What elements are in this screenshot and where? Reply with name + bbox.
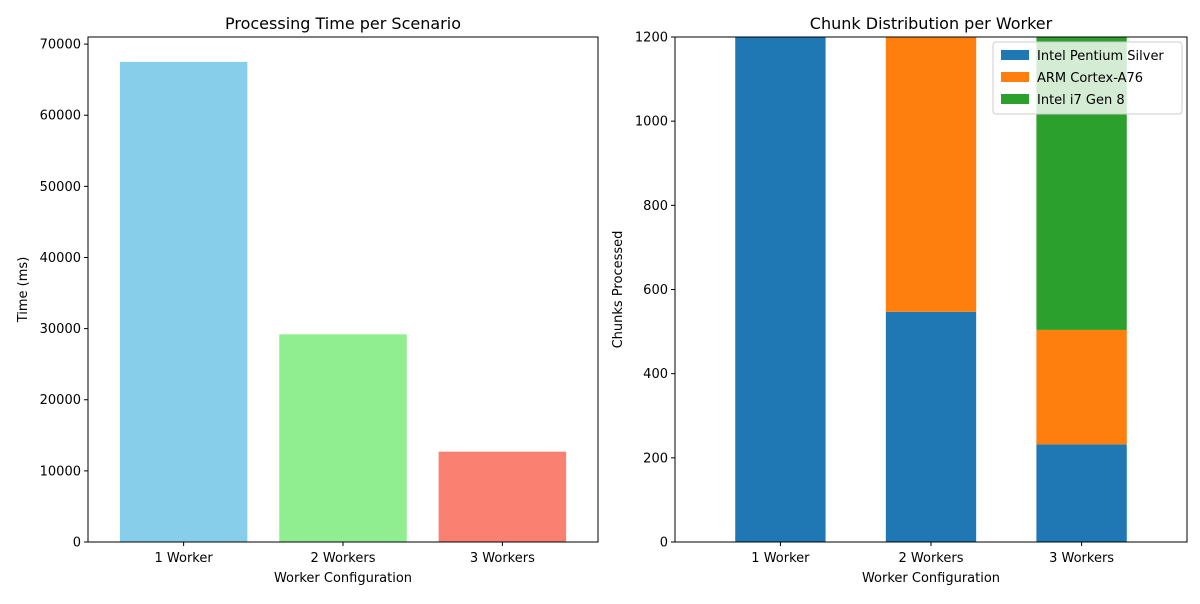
legend-swatch xyxy=(1001,94,1029,104)
x-axis-label: Worker Configuration xyxy=(274,571,412,586)
y-tick-label: 30000 xyxy=(40,322,81,337)
legend-entry: Intel Pentium Silver xyxy=(1037,49,1164,64)
bar-0-2 xyxy=(1036,444,1127,542)
x-tick-label: 3 Workers xyxy=(470,551,535,566)
bar-1-1 xyxy=(885,37,977,312)
legend-entry: ARM Cortex-A76 xyxy=(1037,71,1143,86)
x-tick-label: 2 Workers xyxy=(899,551,964,566)
legend-swatch xyxy=(1001,50,1029,60)
y-tick-label: 10000 xyxy=(40,464,81,479)
chart-title: Processing Time per Scenario xyxy=(225,14,461,33)
x-tick-label: 1 Worker xyxy=(155,551,214,566)
y-tick-label: 400 xyxy=(643,367,668,382)
processing-time-chart: 0 10000 20000 30000 40000 50000 60000 70000 1 Wo… xyxy=(16,14,599,586)
bar-2 xyxy=(438,451,567,542)
x-tick-label: 2 Workers xyxy=(311,551,376,566)
bar-0 xyxy=(119,61,248,542)
y-tick-label: 20000 xyxy=(40,393,81,408)
y-tick-label: 1000 xyxy=(635,115,668,130)
y-axis-label: Chunks Processed xyxy=(611,231,626,349)
y-tick-label: 800 xyxy=(643,199,668,214)
y-tick-label: 1200 xyxy=(635,31,668,46)
y-tick-label: 60000 xyxy=(40,109,81,124)
y-tick-label: 200 xyxy=(643,451,668,466)
y-tick-label: 70000 xyxy=(40,38,81,53)
y-tick-label: 0 xyxy=(73,536,81,551)
bar-1 xyxy=(279,334,407,542)
x-axis-label: Worker Configuration xyxy=(862,571,1000,586)
y-tick-label: 40000 xyxy=(40,251,81,266)
bar-0-1 xyxy=(885,311,977,542)
legend-box xyxy=(992,41,1183,115)
y-tick-label: 50000 xyxy=(40,180,81,195)
y-axis-label: Time (ms) xyxy=(16,257,31,324)
chunk-distribution-chart: 0 200 400 600 800 1000 1200 1 Worker 2 Workers 3 … xyxy=(611,14,1188,586)
bar-0-0 xyxy=(735,37,826,542)
x-tick-label: 1 Worker xyxy=(751,551,810,566)
chart-title: Chunk Distribution per Worker xyxy=(810,14,1053,33)
x-tick-label: 3 Workers xyxy=(1049,551,1114,566)
legend-entry: Intel i7 Gen 8 xyxy=(1037,93,1125,108)
y-tick-label: 0 xyxy=(660,536,668,551)
bar-1-2 xyxy=(1036,329,1127,445)
y-tick-label: 600 xyxy=(643,283,668,298)
legend-swatch xyxy=(1001,72,1029,82)
